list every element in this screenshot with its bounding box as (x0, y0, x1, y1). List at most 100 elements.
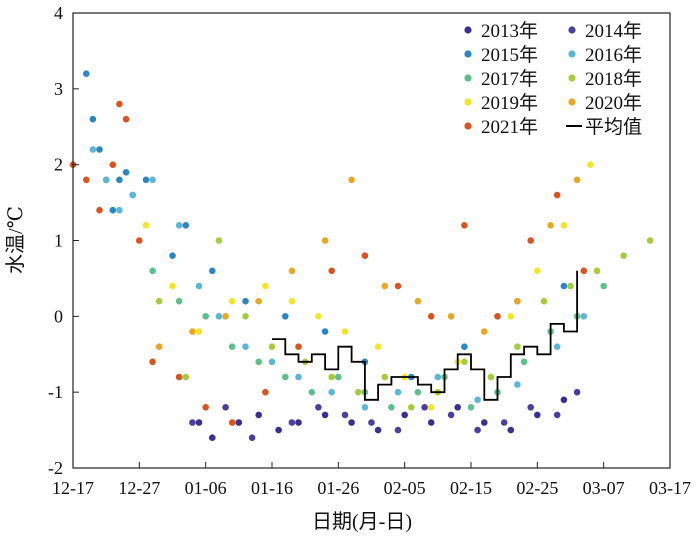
data-point (587, 161, 594, 168)
data-point (315, 404, 322, 411)
legend-marker (464, 74, 472, 82)
data-point (228, 297, 236, 305)
data-point (89, 146, 97, 153)
data-point (341, 411, 349, 419)
data-point (255, 411, 262, 419)
data-point (527, 404, 534, 411)
data-point (175, 222, 183, 229)
data-point (540, 297, 548, 305)
data-point (169, 252, 176, 259)
data-point (255, 297, 262, 305)
data-point (268, 358, 276, 366)
data-point (620, 252, 627, 259)
data-point (248, 434, 256, 442)
data-point (414, 297, 422, 305)
x-tick-label: 01-16 (251, 478, 293, 498)
mean-line-layer (272, 270, 578, 401)
data-point (401, 411, 409, 419)
data-point (315, 313, 322, 320)
y-tick-label: -1 (48, 382, 63, 402)
data-point (142, 176, 150, 184)
data-point (328, 373, 336, 381)
data-point (427, 313, 435, 320)
data-point (600, 282, 607, 290)
legend-label: 2016年 (585, 44, 642, 66)
legend-label: 2018年 (585, 68, 642, 90)
data-point (235, 419, 243, 426)
data-point (580, 267, 588, 275)
data-point (282, 313, 289, 320)
data-point (481, 419, 488, 426)
data-point (222, 313, 229, 320)
data-point (195, 328, 203, 335)
data-point (175, 373, 183, 381)
data-point (109, 161, 117, 168)
x-tick-label: 12-17 (52, 478, 94, 498)
data-point (394, 282, 402, 290)
data-point (394, 388, 402, 396)
data-point (209, 434, 216, 442)
data-point (348, 176, 355, 184)
data-point (335, 373, 342, 381)
data-point (308, 388, 316, 396)
data-point (381, 373, 389, 381)
data-point (142, 222, 150, 229)
x-tick-label: 01-06 (185, 478, 227, 498)
y-tick-label: 1 (54, 231, 63, 251)
data-point (295, 343, 302, 351)
data-point (487, 373, 495, 381)
data-point (381, 282, 389, 290)
data-point (149, 358, 156, 366)
data-point (295, 373, 302, 381)
data-point (408, 404, 415, 411)
legend-label: 平均值 (585, 116, 642, 138)
y-tick-label: 0 (54, 306, 63, 326)
data-point (102, 176, 110, 184)
data-points-layer (69, 70, 654, 442)
data-point (354, 388, 362, 396)
data-point (242, 297, 249, 305)
legend: 2013年 2014年 2015年 2016年 2017年 2018年 2019年 2020年… (464, 20, 642, 138)
legend-marker (464, 98, 472, 106)
data-point (215, 313, 223, 320)
legend-label: 2015年 (481, 44, 538, 66)
data-point (255, 358, 262, 366)
data-point (262, 388, 269, 396)
legend-marker (568, 26, 576, 34)
data-point (195, 282, 203, 290)
data-point (520, 358, 528, 366)
data-point (474, 396, 481, 404)
data-point (507, 313, 515, 320)
data-point (155, 297, 163, 305)
legend-marker (568, 74, 576, 82)
data-point (567, 282, 574, 290)
data-point (447, 411, 455, 419)
data-point (149, 176, 156, 184)
data-point (89, 115, 97, 123)
data-point (202, 404, 209, 411)
y-tick-label: 2 (54, 155, 63, 175)
data-point (547, 222, 554, 229)
legend-marker (464, 26, 472, 34)
data-point (155, 343, 163, 351)
data-point (83, 70, 90, 77)
data-point (514, 297, 521, 305)
data-point (149, 267, 156, 275)
data-point (447, 313, 455, 320)
x-tick-label: 02-15 (450, 478, 492, 498)
data-point (169, 282, 176, 290)
data-point (321, 328, 329, 335)
data-point (262, 282, 269, 290)
legend-label: 2013年 (481, 20, 538, 42)
data-point (553, 191, 561, 199)
x-tick-label: 12-27 (118, 478, 160, 498)
data-point (129, 191, 136, 199)
data-point (189, 328, 196, 335)
legend-marker (464, 50, 472, 58)
data-point (454, 404, 462, 411)
data-point (282, 373, 289, 381)
data-point (321, 237, 329, 244)
data-point (514, 381, 521, 388)
data-point (268, 343, 276, 351)
